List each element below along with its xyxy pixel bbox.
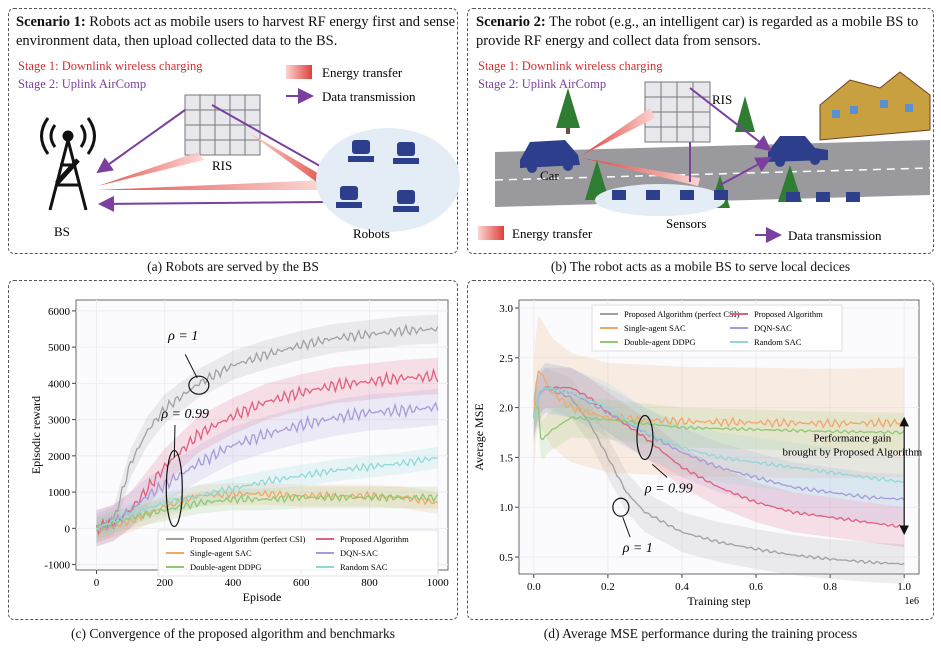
x-tick-label: 1.0 (897, 581, 911, 593)
annotation-pointer (173, 425, 176, 458)
x-axis-label: Episode (243, 590, 282, 604)
scenario-2-text: Scenario 2: The robot (e.g., an intellig… (476, 14, 919, 49)
x-multiplier-label: 1e6 (905, 596, 919, 607)
legend-label: Proposed Algorithm (perfect CSI) (190, 534, 306, 544)
x-tick-label: 0.0 (527, 581, 541, 593)
annotation-rho-1: ρ = 1 (167, 329, 198, 344)
annotation-rho-1: ρ = 1 (622, 541, 653, 556)
series-band (533, 314, 905, 479)
annotation-pointer (622, 517, 631, 538)
annotation-gain-2: brought by Proposed Algorithm (783, 446, 923, 458)
scenario-1-text: Scenario 1: Robots act as mobile users t… (16, 14, 456, 49)
y-axis-label: Average MSE (472, 403, 486, 470)
series-band (533, 367, 905, 548)
x-tick-label: 0.4 (675, 581, 689, 593)
x-tick-label: 0.6 (749, 581, 763, 593)
y-tick-label: 1000 (48, 487, 71, 499)
series-line (533, 385, 905, 501)
panel-d (467, 280, 934, 620)
y-axis-label: Episodic reward (29, 396, 43, 474)
series-band (96, 358, 438, 547)
y-tick-label: 6000 (48, 306, 71, 318)
y-tick-label: 3.0 (499, 303, 513, 315)
legend-label: Double-agent DDPG (190, 562, 262, 572)
series-line (533, 385, 905, 530)
caption-b: (b) The robot acts as a mobile BS to ser… (550, 259, 851, 274)
x-tick-label: 0.8 (823, 581, 837, 593)
stage-2-label-a: Stage 2: Uplink AirComp (18, 77, 147, 91)
legend-label: Double-agent DDPG (624, 337, 696, 347)
series-line (533, 385, 905, 566)
annotation-gain-1: Performance gain (813, 432, 891, 444)
y-tick-label: 1.5 (499, 452, 513, 464)
y-tick-label: 1.0 (499, 502, 513, 514)
series-line (96, 456, 438, 530)
series-line (96, 323, 439, 529)
series-line (533, 401, 905, 441)
legend-label: Single-agent SAC (624, 323, 686, 333)
y-tick-label: 2.5 (499, 353, 513, 365)
legend-label: Proposed Algorithm (754, 309, 823, 319)
x-tick-label: 400 (225, 577, 242, 589)
stage-2-label-b: Stage 2: Uplink AirComp (478, 77, 607, 91)
series-line (95, 367, 439, 536)
panel-b (467, 8, 934, 254)
chart-c: -1000 0 1000 2000 3000 4000 5000 6000 0 200 400 600… (29, 299, 450, 604)
y-tick-label: 0 (65, 523, 71, 535)
y-tick-label: 2000 (48, 451, 71, 463)
series-line (96, 401, 439, 532)
x-tick-label: 600 (293, 577, 310, 589)
x-axis-label: Training step (687, 594, 750, 608)
legend-label: Proposed Algorithm (340, 534, 409, 544)
y-tick-label: 2.0 (499, 403, 513, 415)
y-tick-label: 0.5 (499, 552, 513, 564)
y-tick-label: 4000 (48, 378, 71, 390)
legend-box (157, 529, 439, 577)
y-tick-label: 3000 (48, 415, 71, 427)
legend-label: Random SAC (754, 337, 802, 347)
series-line (95, 492, 439, 532)
y-tick-label: 5000 (48, 342, 71, 354)
series-band (96, 388, 438, 547)
annotation-ellipse (636, 414, 654, 461)
caption-a: (a) Robots are served by the BS (147, 259, 319, 274)
legend-label: DQN-SAC (754, 323, 792, 333)
caption-c: (c) Convergence of the proposed algorith… (70, 626, 396, 641)
x-tick-label: 800 (361, 577, 378, 589)
legend-box (591, 304, 843, 352)
series-band (533, 362, 905, 525)
stage-1-label-b: Stage 1: Downlink wireless charging (478, 59, 663, 73)
annotation-rho-099: ρ = 0.99 (644, 481, 693, 496)
annotation-pointer (652, 464, 668, 478)
x-tick-label: 0.2 (601, 581, 615, 593)
legend-label: Single-agent SAC (190, 548, 252, 558)
chart-d: 0.5 1.0 1.5 2.0 2.5 3.0 0.0 0.2 0.4 0.6 0.8 1.0 Trai… (472, 299, 923, 608)
legend-label: DQN-SAC (340, 548, 378, 558)
x-tick-label: 200 (156, 577, 173, 589)
y-tick-label: -1000 (44, 560, 70, 572)
series-line (533, 369, 905, 429)
annotation-circle (188, 375, 210, 395)
series-line (533, 387, 905, 483)
legend-label: Proposed Algorithm (perfect CSI) (624, 309, 740, 319)
annotation-pointer (184, 354, 198, 379)
annotation-rho-099: ρ = 0.99 (160, 407, 209, 422)
x-tick-label: 1000 (427, 577, 450, 589)
panel-c (8, 280, 458, 620)
caption-d: (d) Average MSE performance during the t… (543, 626, 858, 641)
legend-label: Random SAC (340, 562, 388, 572)
stage-1-label-a: Stage 1: Downlink wireless charging (18, 59, 203, 73)
annotation-circle (612, 497, 630, 517)
x-tick-label: 0 (94, 577, 100, 589)
